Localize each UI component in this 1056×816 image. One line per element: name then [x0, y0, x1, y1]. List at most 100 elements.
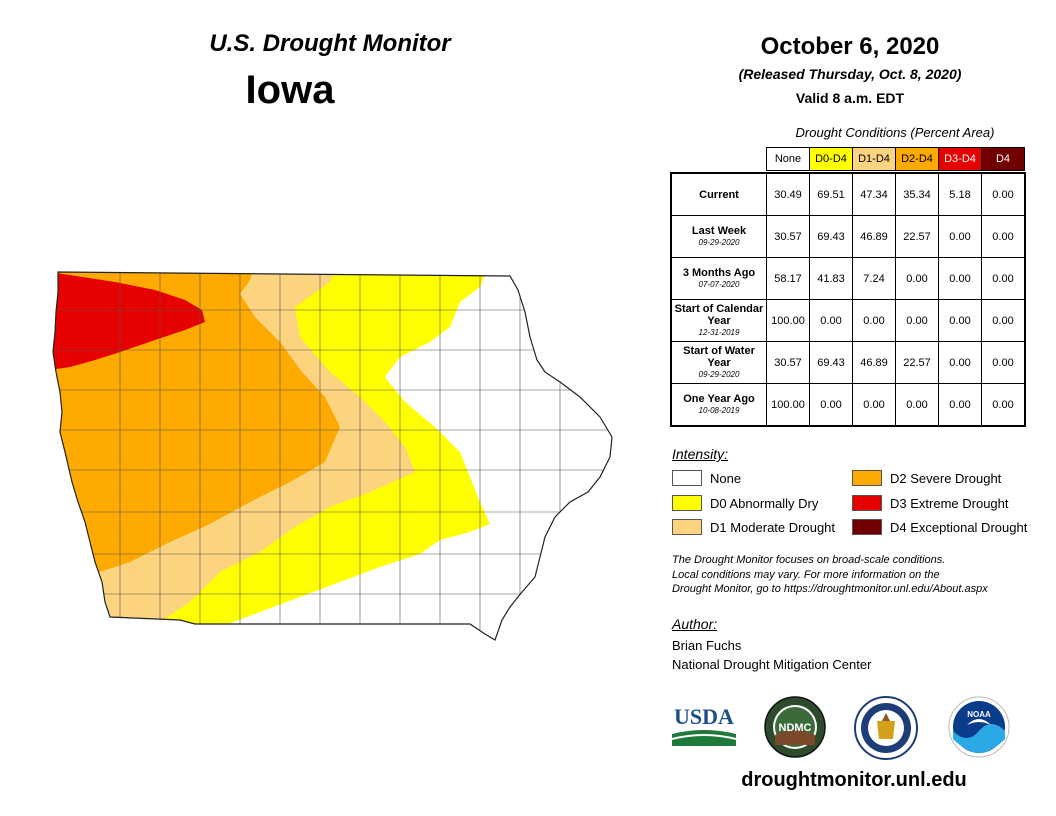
table-cell: 0.00	[938, 383, 982, 427]
svg-text:NOAA: NOAA	[967, 710, 991, 719]
usda-logo: USDA	[672, 704, 736, 746]
row-label: Last Week 09-29-2020	[670, 215, 767, 258]
legend-swatch	[852, 519, 882, 535]
map-date: October 6, 2020	[760, 33, 940, 60]
iowa-drought-map	[52, 271, 613, 641]
table-row: Last Week 09-29-2020 30.57 69.43 46.89 22.57 0…	[670, 215, 1026, 258]
svg-text:NDMC: NDMC	[779, 722, 812, 734]
legend-swatch	[852, 470, 882, 486]
note-line: The Drought Monitor focuses on broad-sca…	[672, 554, 946, 566]
row-label-text: Start of Water Year	[683, 344, 755, 369]
table-cell: 0.00	[938, 215, 982, 258]
table-cell: 0.00	[938, 299, 982, 342]
county-boundaries	[53, 272, 612, 640]
column-header: D3-D4	[938, 147, 982, 171]
noaa-logo: NOAA	[948, 696, 1010, 758]
table-cell: 0.00	[981, 341, 1026, 384]
table-cell: 7.24	[852, 257, 896, 300]
conditions-table: Current 30.49 69.51 47.34 35.34 5.18 0.00 Last …	[670, 172, 1026, 427]
doc-seal-logo	[854, 696, 918, 760]
table-row: Start of Water Year 09-29-2020 30.57 69.43 4…	[670, 341, 1026, 384]
legend-label: D4 Exceptional Drought	[890, 520, 1028, 535]
legend-label: D3 Extreme Drought	[890, 496, 1009, 511]
table-cell: 0.00	[809, 383, 853, 427]
row-date: 07-07-2020	[698, 279, 740, 289]
valid-time: Valid 8 a.m. EDT	[795, 90, 905, 106]
legend-label: D1 Moderate Drought	[710, 520, 836, 535]
table-cell: 22.57	[895, 341, 939, 384]
table-cell: 30.57	[766, 341, 810, 384]
author-name: Brian Fuchs	[672, 638, 742, 653]
table-row: Start of Calendar Year 12-31-2019 100.00 0.…	[670, 299, 1026, 342]
table-caption: Drought Conditions (Percent Area)	[795, 125, 995, 140]
website-link[interactable]: droughtmonitor.unl.edu	[741, 769, 967, 791]
column-header: D2-D4	[895, 147, 939, 171]
row-label: 3 Months Ago 07-07-2020	[670, 257, 767, 300]
table-cell: 30.49	[766, 172, 810, 216]
table-cell: 0.00	[809, 299, 853, 342]
table-cell: 0.00	[852, 299, 896, 342]
svg-text:USDA: USDA	[674, 704, 734, 729]
author-title: Author:	[672, 616, 718, 632]
map-state-name: Iowa	[245, 68, 335, 112]
release-date: (Released Thursday, Oct. 8, 2020)	[738, 66, 962, 82]
table-cell: 41.83	[809, 257, 853, 300]
table-cell: 0.00	[981, 215, 1026, 258]
row-label-text: Current	[699, 188, 739, 201]
table-cell: 0.00	[981, 383, 1026, 427]
row-label: One Year Ago 10-08-2019	[670, 383, 767, 427]
author-org: National Drought Mitigation Center	[672, 657, 872, 672]
table-cell: 35.34	[895, 172, 939, 216]
row-label: Start of Calendar Year 12-31-2019	[670, 299, 767, 342]
note-line: Drought Monitor, go to https://droughtmo…	[672, 583, 988, 595]
row-date: 10-08-2019	[698, 405, 740, 415]
table-cell: 100.00	[766, 299, 810, 342]
row-label-text: Start of Calendar Year	[674, 302, 764, 327]
column-header: D4	[981, 147, 1025, 171]
table-cell: 0.00	[938, 257, 982, 300]
table-cell: 0.00	[981, 299, 1026, 342]
table-row: Current 30.49 69.51 47.34 35.34 5.18 0.00	[670, 172, 1026, 216]
legend-swatch	[672, 470, 702, 486]
table-cell: 0.00	[981, 172, 1026, 216]
row-date: 09-29-2020	[698, 369, 740, 379]
table-cell: 58.17	[766, 257, 810, 300]
table-cell: 0.00	[895, 383, 939, 427]
table-cell: 46.89	[852, 215, 896, 258]
legend-swatch	[672, 519, 702, 535]
table-cell: 69.51	[809, 172, 853, 216]
map-title: U.S. Drought Monitor	[209, 30, 451, 57]
legend-title: Intensity:	[672, 446, 729, 462]
table-cell: 47.34	[852, 172, 896, 216]
state-outline	[52, 271, 613, 641]
row-date: 12-31-2019	[698, 327, 740, 337]
legend-swatch	[852, 495, 882, 511]
column-header: D1-D4	[852, 147, 896, 171]
legend-label: None	[710, 471, 742, 486]
table-cell: 30.57	[766, 215, 810, 258]
table-cell: 5.18	[938, 172, 982, 216]
table-cell: 0.00	[895, 257, 939, 300]
table-cell: 69.43	[809, 341, 853, 384]
legend-label: D2 Severe Drought	[890, 471, 1002, 486]
table-cell: 0.00	[981, 257, 1026, 300]
column-header: D0-D4	[809, 147, 853, 171]
table-cell: 46.89	[852, 341, 896, 384]
table-cell: 0.00	[938, 341, 982, 384]
row-label: Current	[670, 172, 767, 216]
note-line: Local conditions may vary. For more info…	[672, 568, 940, 581]
legend-swatch	[672, 495, 702, 511]
row-label-text: One Year Ago	[683, 392, 755, 405]
ndmc-logo: NDMC	[764, 696, 826, 758]
table-row: One Year Ago 10-08-2019 100.00 0.00 0.00 0.00…	[670, 383, 1026, 427]
conditions-header: None D0-D4 D1-D4 D2-D4 D3-D4 D4	[766, 147, 1025, 171]
table-row: 3 Months Ago 07-07-2020 58.17 41.83 7.24 0.00…	[670, 257, 1026, 300]
drought-monitor-note: The Drought Monitor focuses on broad-sca…	[672, 553, 1052, 597]
table-cell: 69.43	[809, 215, 853, 258]
table-cell: 0.00	[895, 299, 939, 342]
table-cell: 22.57	[895, 215, 939, 258]
column-header: None	[766, 147, 810, 171]
row-label-text: 3 Months Ago	[682, 266, 756, 279]
d3-area	[53, 272, 205, 370]
row-label: Start of Water Year 09-29-2020	[670, 341, 767, 384]
